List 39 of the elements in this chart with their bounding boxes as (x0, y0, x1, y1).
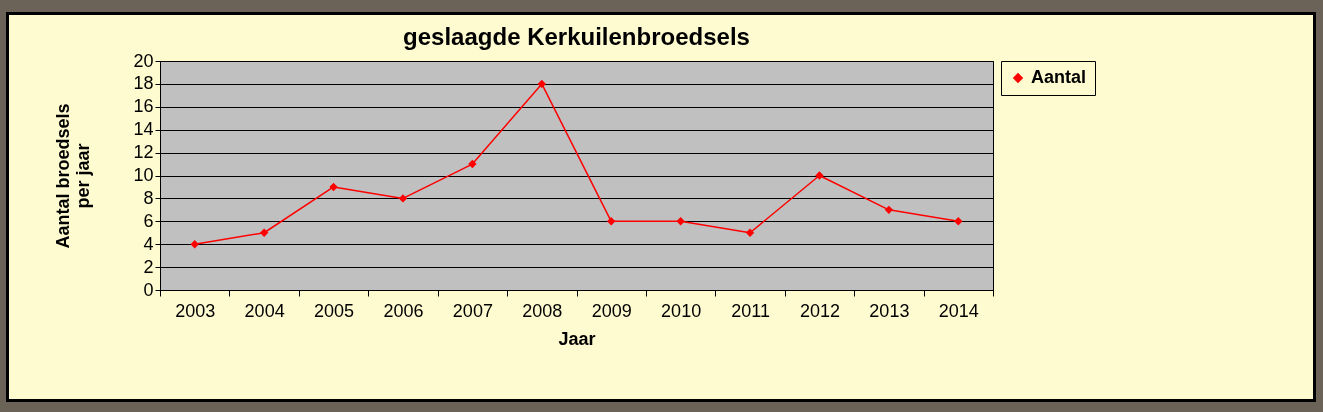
point (815, 171, 824, 180)
x-axis-title: Jaar (558, 328, 596, 349)
x-tick-label: 2014 (938, 300, 979, 321)
y-tick-label: 20 (133, 50, 154, 71)
x-tick-label: 2007 (452, 300, 493, 321)
y-tick-label: 8 (143, 187, 154, 208)
x-tick-label: 2010 (661, 300, 702, 321)
x-tick-label: 2004 (244, 300, 285, 321)
point (329, 182, 338, 192)
point (954, 217, 963, 226)
point (468, 159, 477, 169)
legend-label: Aantal (1031, 67, 1087, 87)
y-tick-label: 0 (143, 279, 154, 300)
point (398, 194, 408, 203)
y-tick-label: 14 (133, 119, 154, 140)
point (745, 228, 755, 237)
y-tick-label: 18 (133, 73, 154, 94)
y-tick-label: 16 (133, 96, 154, 117)
x-tick-label: 2006 (383, 300, 424, 321)
x-tick-label: 2003 (175, 300, 216, 321)
y-tick-label: 10 (133, 165, 154, 185)
y-tick-label: 4 (143, 233, 154, 254)
point (676, 217, 685, 226)
y-tick-label: 6 (143, 210, 154, 231)
x-tick-label: 2009 (591, 300, 632, 321)
point (884, 205, 894, 215)
chart-title: geslaagde Kerkuilenbroedsels (403, 23, 750, 50)
x-tick-label: 2008 (522, 300, 563, 321)
point (190, 240, 199, 249)
x-tick-label: 2005 (314, 300, 355, 321)
x-tick-label: 2011 (731, 300, 770, 321)
point (537, 79, 546, 89)
x-tick-label: 2013 (869, 300, 910, 321)
y-tick-label: 2 (143, 256, 154, 277)
x-tick-label: 2012 (799, 300, 840, 321)
y-axis-title: Aantal broedsels per jaar (53, 103, 94, 249)
point (607, 217, 616, 226)
y-tick-label: 12 (133, 142, 154, 163)
point (259, 228, 269, 237)
